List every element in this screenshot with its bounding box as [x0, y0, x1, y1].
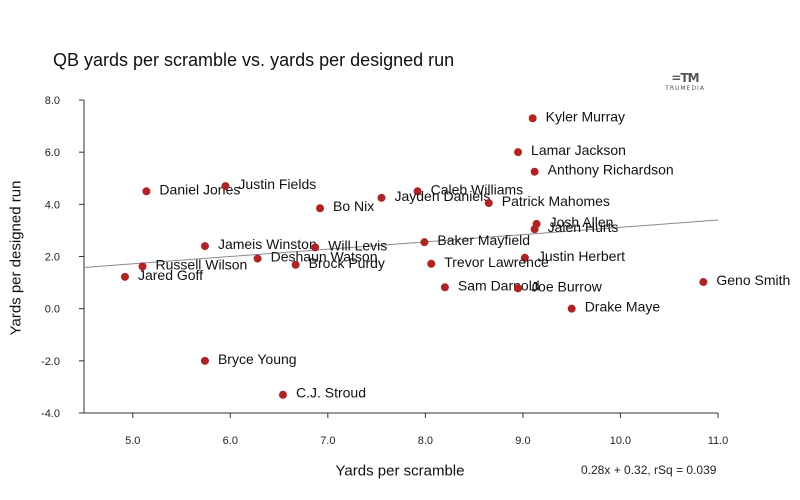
point-label: Joe Burrow — [531, 278, 603, 294]
point-label: Jared Goff — [138, 267, 203, 283]
chart-title: QB yards per scramble vs. yards per desi… — [53, 50, 455, 70]
trend-line — [83, 219, 719, 268]
data-point[interactable] — [413, 187, 422, 196]
y-tick-label: -2.0 — [41, 356, 60, 368]
data-point[interactable] — [291, 260, 300, 269]
point-label: C.J. Stroud — [296, 385, 366, 401]
data-point[interactable] — [316, 204, 325, 213]
x-tick-label: 7.0 — [320, 435, 335, 447]
data-point[interactable] — [200, 356, 209, 365]
x-tick-label: 11.0 — [708, 435, 729, 447]
x-axis-label: Yards per scramble — [335, 462, 465, 480]
point-label: Jayden Daniels — [394, 188, 490, 204]
y-tick-label: 8.0 — [45, 95, 60, 107]
point-label: Deshaun Watson — [271, 249, 378, 265]
data-point[interactable] — [377, 193, 386, 202]
point-label: Sam Darnold — [458, 277, 540, 293]
data-point[interactable] — [200, 242, 209, 251]
point-label: Caleb Williams — [431, 181, 524, 197]
point-label: Lamar Jackson — [531, 142, 626, 158]
y-axis-label: Yards per designed run — [7, 180, 25, 336]
data-point[interactable] — [530, 167, 539, 176]
x-tick-label: 6.0 — [223, 435, 238, 447]
y-tick-label: 2.0 — [45, 252, 60, 264]
trumedia-logo-mark: =TM — [671, 71, 699, 85]
trendline-equation: 0.28x + 0.32, rSq = 0.039 — [581, 463, 717, 477]
x-tick-label: 8.0 — [418, 435, 433, 447]
data-point[interactable] — [484, 199, 493, 208]
data-point[interactable] — [530, 225, 539, 234]
point-label: Bryce Young — [218, 351, 297, 367]
point-label: Baker Mayfield — [437, 232, 530, 248]
point-label: Geno Smith — [716, 272, 790, 288]
point-label: Drake Maye — [585, 299, 661, 315]
point-label: Justin Herbert — [538, 248, 625, 264]
data-point[interactable] — [520, 253, 529, 262]
data-point[interactable] — [142, 187, 151, 196]
data-point[interactable] — [528, 114, 537, 123]
data-point[interactable] — [311, 243, 320, 252]
trumedia-logo: =TM TRUMEDIA — [662, 72, 708, 93]
y-tick-label: 6.0 — [45, 147, 60, 159]
point-label: Trevor Lawrence — [444, 254, 549, 270]
data-point[interactable] — [567, 304, 576, 313]
point-label: Kyler Murray — [546, 108, 625, 124]
point-label: Jalen Hurts — [548, 219, 619, 235]
y-tick-label: 4.0 — [45, 199, 60, 211]
point-label: Russell Wilson — [156, 256, 248, 272]
x-tick-label: 10.0 — [610, 435, 631, 447]
point-label: Jameis Winston — [218, 236, 317, 252]
data-point[interactable] — [440, 283, 449, 292]
point-label: Will Levis — [328, 237, 387, 253]
data-point[interactable] — [120, 272, 129, 281]
point-label: Brock Purdy — [309, 255, 385, 271]
point-label: Anthony Richardson — [548, 162, 674, 178]
point-label: Daniel Jones — [159, 181, 240, 197]
y-tick-label: -4.0 — [41, 408, 60, 420]
point-label: Patrick Mahomes — [502, 193, 610, 209]
x-tick-label: 5.0 — [125, 435, 140, 447]
data-point[interactable] — [699, 278, 708, 287]
data-point[interactable] — [427, 259, 436, 268]
data-point[interactable] — [138, 262, 147, 271]
point-label: Bo Nix — [333, 198, 374, 214]
y-tick-label: 0.0 — [45, 304, 60, 316]
trumedia-logo-text: TRUMEDIA — [665, 85, 705, 92]
data-point[interactable] — [514, 148, 523, 157]
data-point[interactable] — [253, 254, 262, 263]
data-point[interactable] — [221, 182, 230, 191]
x-tick-label: 9.0 — [515, 435, 530, 447]
data-point[interactable] — [420, 238, 429, 247]
data-point[interactable] — [278, 390, 287, 399]
point-label: Josh Allen — [550, 214, 614, 230]
point-label: Justin Fields — [238, 176, 316, 192]
data-point[interactable] — [514, 284, 523, 293]
